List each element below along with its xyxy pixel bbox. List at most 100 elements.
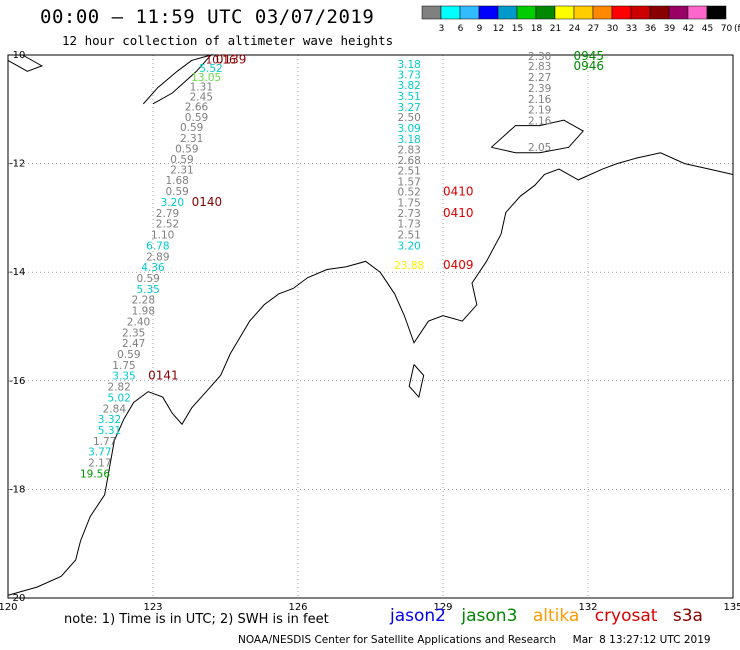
wave-height-label: 3.20 [161, 197, 184, 209]
coastline-sumba [7, 54, 44, 72]
wave-height-label: 3.73 [397, 69, 420, 81]
colorbar-swatch [573, 5, 594, 20]
wave-height-label: 0.52 [397, 187, 420, 199]
y-tick-label: -16 [9, 376, 25, 387]
pass-time-label: 0140 [192, 195, 223, 209]
wave-height-label: 2.52 [156, 219, 179, 231]
wave-height-label: 3.35 [112, 371, 135, 383]
wave-height-label: 2.83 [397, 144, 420, 156]
pass-time-label: 0945 [574, 49, 605, 63]
wave-height-label: 2.27 [528, 72, 551, 84]
chart-subtitle: 12 hour collection of altimeter wave hei… [62, 33, 394, 48]
chart-title: 00:00 – 11:59 UTC 03/07/2019 [40, 6, 375, 28]
colorbar-tick-label: 18 [531, 24, 543, 34]
x-tick-label: 123 [143, 602, 162, 613]
wave-height-label: 2.47 [122, 338, 145, 350]
colorbar-tick-label: 21 [550, 24, 561, 34]
wave-height-label: 4.36 [141, 262, 165, 274]
wave-height-label: 3.82 [397, 80, 420, 92]
colorbar-tick-label: 70 [721, 24, 733, 34]
wave-height-label: 0.59 [117, 349, 140, 361]
colorbar-swatch [478, 5, 499, 20]
wave-height-label: 2.51 [397, 230, 420, 242]
coastline-island [408, 364, 425, 399]
wave-height-label: 2.83 [528, 61, 551, 73]
satellite-legend: jason2 jason3 altika cryosat s3a [390, 606, 713, 626]
colorbar-swatch [516, 5, 537, 20]
colorbar-tick-label: 9 [477, 24, 483, 34]
coastline [7, 54, 734, 596]
wave-height-label: 2.73 [397, 208, 420, 220]
colorbar-swatch [459, 5, 480, 20]
plot-frame [7, 54, 734, 599]
colorbar-swatch [706, 5, 727, 20]
wave-height-label: 0.59 [165, 186, 188, 198]
colorbar-tick-label: 42 [683, 24, 694, 34]
pass-time-label: 0946 [574, 59, 605, 73]
wave-height-label: 2.84 [103, 403, 127, 415]
wave-height-label: 2.79 [156, 208, 179, 220]
wave-height-label: 5.02 [107, 392, 130, 404]
wave-height-label: 2.40 [127, 316, 150, 328]
wave-height-label: 2.51 [397, 165, 420, 177]
coastline-timor [142, 54, 213, 105]
y-tick-label: -10 [9, 50, 25, 61]
pass-time-label: 0409 [443, 258, 474, 272]
wave-height-label: 2.17 [88, 458, 111, 470]
wave-height-label: 0.59 [170, 154, 193, 166]
colorbar-tick-label: 27 [588, 24, 599, 34]
wave-height-label: 3.51 [397, 91, 420, 103]
colorbar-swatch [592, 5, 613, 20]
colorbar-swatch [630, 5, 651, 20]
wave-height-label: 1.75 [397, 197, 420, 209]
legend-jason2: jason2 [390, 606, 446, 626]
wave-height-label: 2.16 [528, 94, 552, 106]
colorbar-swatch [497, 5, 518, 20]
wave-height-label: 2.30 [528, 51, 551, 63]
pass-time-label: 0141 [148, 369, 179, 383]
wave-height-label: 10.16 [206, 55, 236, 67]
wave-height-label: 2.50 [397, 112, 420, 124]
wave-height-label: 2.35 [122, 327, 145, 339]
y-tick-label: -12 [9, 159, 25, 170]
x-tick-label: 132 [578, 602, 597, 613]
pass-time-label: 0139 [216, 53, 247, 67]
y-tick-label: -20 [9, 593, 25, 604]
colorbar-swatch [687, 5, 708, 20]
pass-time-label: 0410 [443, 185, 474, 199]
wave-height-label: 1.10 [151, 230, 174, 242]
colorbar-tick-label: 6 [458, 24, 464, 34]
coastline-mainland [7, 152, 734, 596]
colorbar-tick-label: 3 [439, 24, 445, 34]
x-tick-label: 126 [288, 602, 307, 613]
wave-height-label: 19.56 [80, 468, 110, 480]
y-tick-label: -14 [9, 267, 25, 278]
wave-height-label: 3.09 [397, 123, 420, 135]
colorbar-swatch [421, 5, 442, 20]
colorbar-tick-label: 33 [626, 24, 637, 34]
colorbar-tick-label: 24 [569, 24, 581, 34]
wave-height-label: 3.27 [397, 102, 420, 114]
wave-height-label: 5.52 [199, 63, 222, 75]
colorbar-tick-label: 36 [645, 24, 657, 34]
colorbar-swatch [611, 5, 632, 20]
wave-height-label: 0.59 [180, 122, 203, 134]
wave-height-label: 2.05 [528, 142, 551, 154]
chart-footer: NOAA/NESDIS Center for Satellite Applica… [238, 634, 711, 646]
wave-height-label: 1.68 [165, 175, 188, 187]
wave-height-label: 13.05 [191, 72, 221, 84]
axes: 120 123 126 129 132 135 -10 -12 -14 -16 -18 -20 [0, 50, 740, 613]
wave-height-label: 1.75 [112, 360, 135, 372]
wave-height-label: 1.77 [93, 436, 116, 448]
legend-cryosat: cryosat [594, 606, 658, 626]
wave-height-label: 2.82 [107, 382, 130, 394]
y-tick-label: -18 [9, 484, 25, 495]
wave-height-label: 3.32 [98, 414, 121, 426]
wave-height-label: 2.89 [146, 251, 169, 263]
wave-height-label: 0.59 [136, 273, 159, 285]
wave-height-label: 2.66 [185, 101, 209, 113]
wave-height-label: 2.68 [397, 155, 420, 167]
wave-height-label: 0.59 [175, 144, 198, 156]
wave-height-label: 2.19 [528, 105, 551, 117]
